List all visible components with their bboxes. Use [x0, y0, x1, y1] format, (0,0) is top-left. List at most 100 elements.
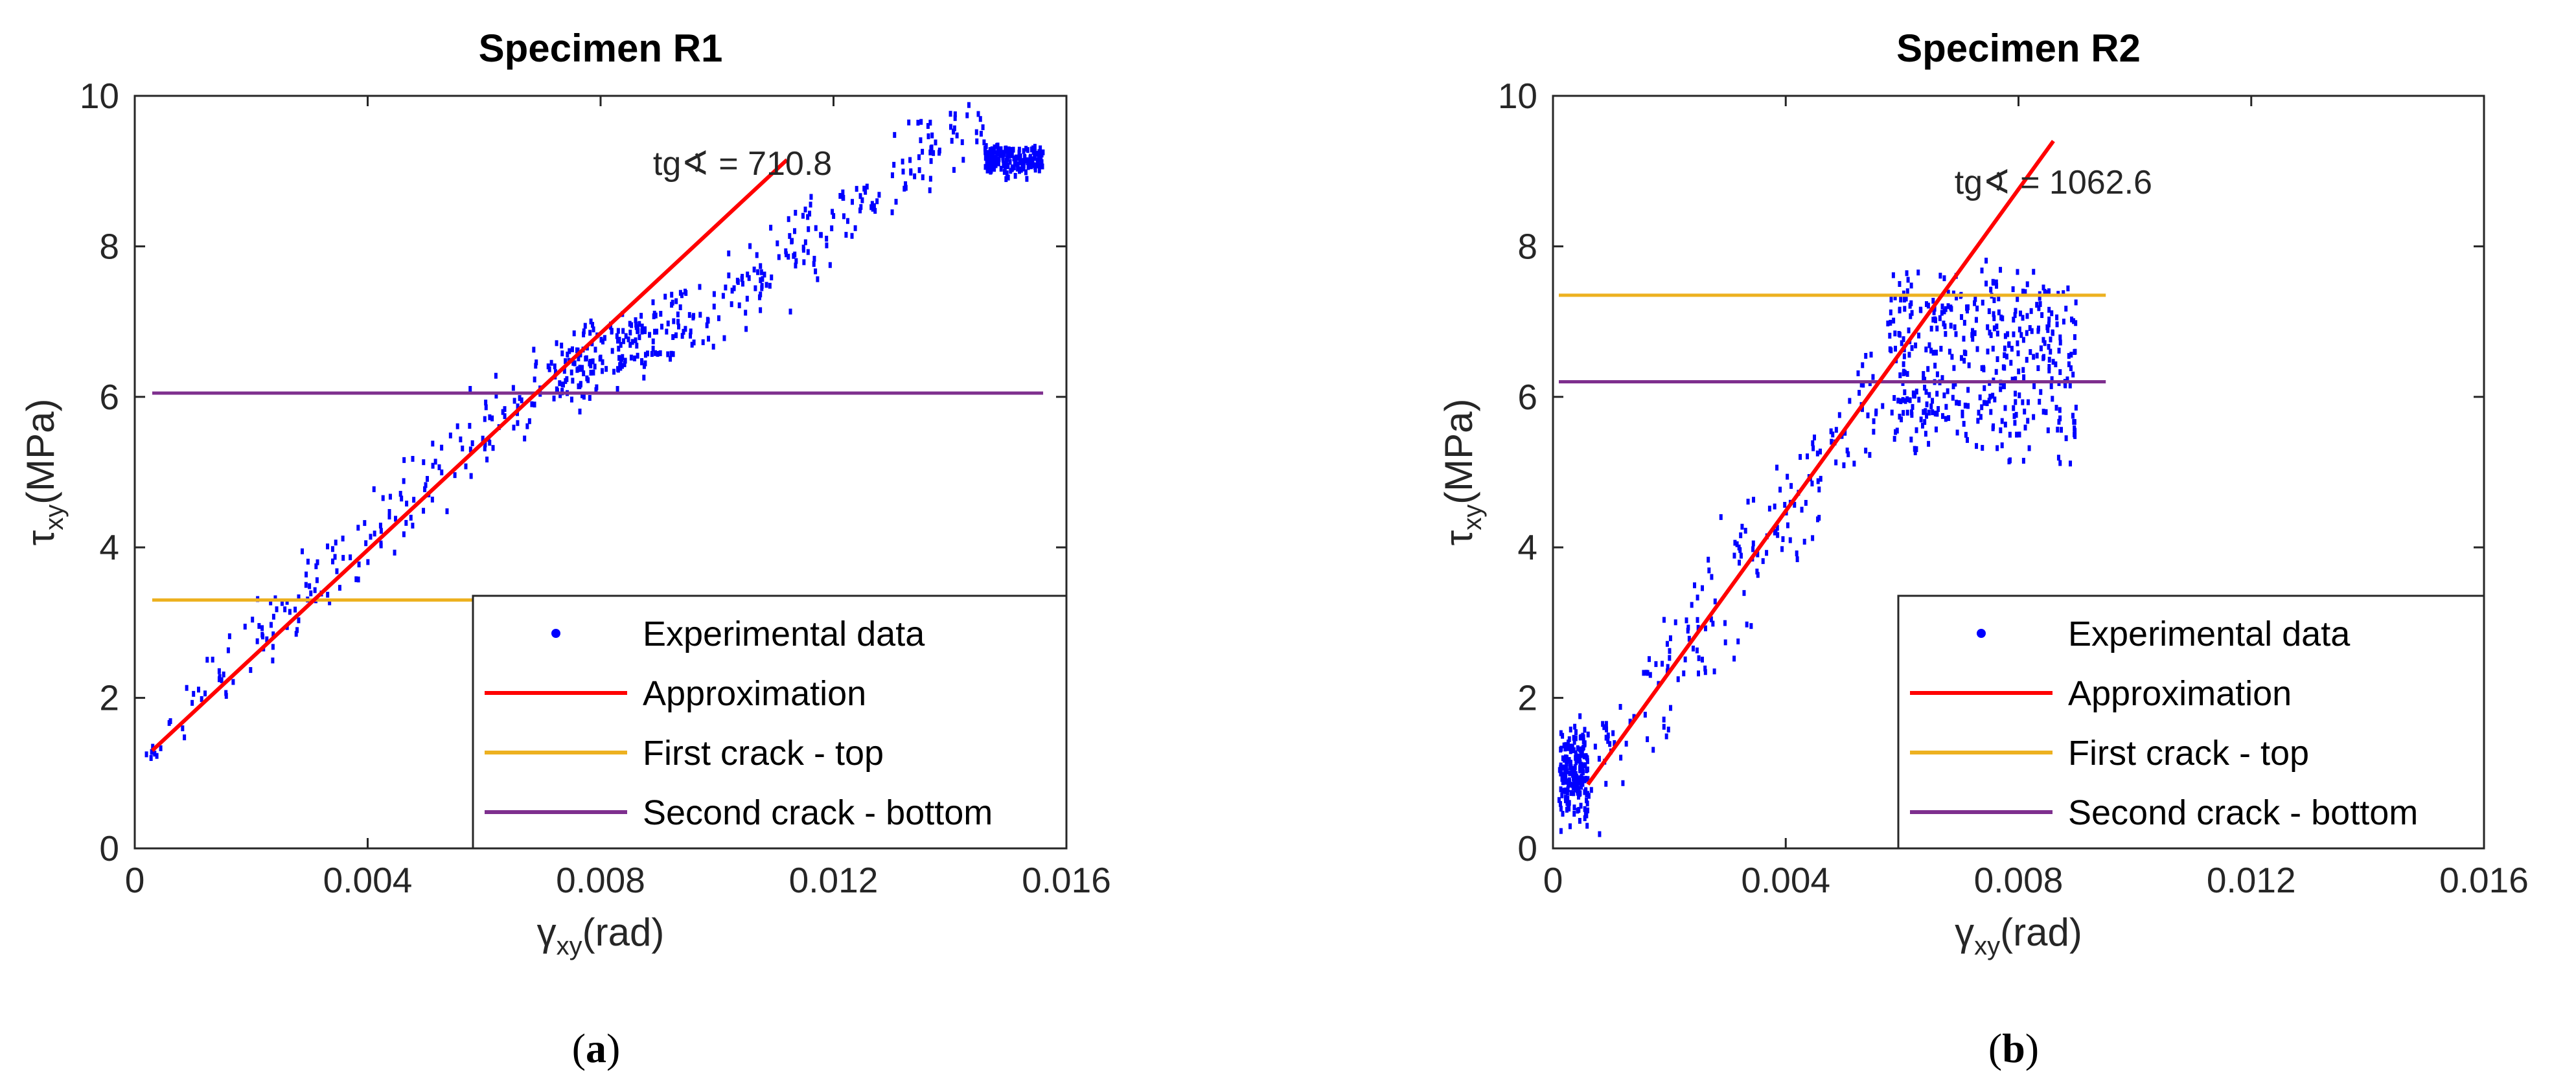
- experimental-data-point: [144, 751, 148, 758]
- experimental-data-point: [1999, 386, 2003, 392]
- experimental-data-point: [349, 554, 352, 561]
- experimental-data-point: [1025, 176, 1029, 182]
- experimental-data-point: [1568, 764, 1572, 771]
- experimental-data-point: [1949, 306, 1953, 312]
- experimental-data-point: [583, 323, 587, 329]
- experimental-data-point: [535, 359, 538, 366]
- experimental-data-point: [759, 269, 763, 275]
- experimental-data-point: [1013, 173, 1017, 179]
- experimental-data-point: [908, 157, 912, 163]
- experimental-data-point: [1935, 411, 1939, 417]
- experimental-data-point: [1749, 623, 1753, 629]
- experimental-data-point: [589, 318, 593, 324]
- experimental-data-point: [2003, 345, 2007, 352]
- experimental-data-point: [996, 148, 1000, 155]
- experimental-data-point: [1014, 159, 1018, 166]
- experimental-data-point: [394, 516, 398, 522]
- experimental-data-point: [1005, 170, 1009, 177]
- experimental-data-point: [828, 262, 832, 268]
- experimental-data-point: [568, 348, 571, 354]
- experimental-data-point: [1902, 297, 1906, 303]
- experimental-data-point: [483, 416, 487, 422]
- experimental-data-point: [730, 288, 734, 294]
- experimental-data-point: [1994, 279, 1998, 286]
- experimental-data-point: [1971, 335, 1975, 342]
- experimental-data-point: [806, 214, 810, 220]
- experimental-data-point: [1902, 361, 1905, 367]
- experimental-data-point: [1695, 647, 1699, 653]
- experimental-data-point: [1606, 732, 1610, 739]
- experimental-data-point: [2013, 420, 2017, 426]
- experimental-data-point: [1619, 754, 1623, 761]
- experimental-data-point: [638, 321, 641, 327]
- experimental-data-point: [2073, 431, 2076, 438]
- experimental-data-point: [1024, 169, 1028, 176]
- experimental-data-point: [328, 599, 332, 606]
- experimental-data-point: [624, 333, 628, 339]
- experimental-data-point: [1696, 624, 1700, 631]
- experimental-data-point: [1834, 427, 1838, 433]
- experimental-data-point: [1915, 446, 1918, 453]
- experimental-data-point: [601, 359, 604, 365]
- experimental-data-point: [1686, 624, 1690, 631]
- experimental-data-point: [1898, 413, 1902, 420]
- x-tick-label: 0.008: [1974, 860, 2064, 900]
- experimental-data-point: [1973, 300, 1977, 306]
- experimental-data-point: [692, 313, 696, 319]
- experimental-data-point: [227, 633, 231, 639]
- experimental-data-point: [2069, 460, 2073, 467]
- experimental-data-point: [1566, 802, 1570, 809]
- experimental-data-point: [684, 326, 687, 332]
- experimental-data-point: [1644, 670, 1648, 676]
- experimental-data-point: [859, 204, 863, 210]
- experimental-data-point: [831, 209, 834, 215]
- experimental-data-point: [2058, 407, 2062, 413]
- experimental-data-point: [746, 271, 750, 278]
- experimental-data-point: [265, 636, 269, 642]
- experimental-data-point: [674, 332, 678, 339]
- experimental-data-point: [2008, 431, 2012, 438]
- experimental-data-point: [1662, 716, 1666, 723]
- experimental-data-point: [1668, 635, 1672, 642]
- experimental-data-point: [794, 210, 798, 216]
- experimental-data-point: [2047, 344, 2051, 350]
- experimental-data-point: [1975, 346, 1979, 352]
- experimental-data-point: [1911, 403, 1915, 410]
- experimental-data-point: [660, 323, 663, 330]
- experimental-data-point: [1910, 310, 1914, 316]
- experimental-data-point: [893, 131, 897, 138]
- experimental-data-point: [1925, 301, 1929, 308]
- experimental-data-point: [1572, 790, 1576, 797]
- experimental-data-point: [1583, 762, 1587, 769]
- experimental-data-point: [1732, 552, 1736, 559]
- experimental-data-point: [921, 174, 925, 181]
- experimental-data-point: [1583, 811, 1587, 818]
- experimental-data-point: [398, 490, 402, 497]
- experimental-data-point: [1995, 356, 1999, 363]
- experimental-data-point: [640, 358, 644, 365]
- chart-title: Specimen R2: [1896, 27, 2141, 70]
- experimental-data-point: [1983, 385, 1986, 391]
- experimental-data-point: [2060, 427, 2064, 433]
- experimental-data-point: [379, 542, 383, 549]
- experimental-data-point: [1953, 324, 1957, 330]
- experimental-data-point: [1651, 747, 1655, 753]
- experimental-data-point: [1642, 670, 1646, 676]
- experimental-data-point: [919, 137, 923, 144]
- experimental-data-point: [2012, 413, 2016, 419]
- experimental-data-point: [1924, 389, 1928, 395]
- experimental-data-point: [1604, 780, 1608, 787]
- experimental-data-point: [2056, 426, 2060, 433]
- experimental-data-point: [763, 271, 766, 278]
- experimental-data-point: [1040, 150, 1044, 156]
- experimental-data-point: [1559, 730, 1563, 736]
- experimental-data-point: [379, 528, 383, 534]
- experimental-data-point: [1872, 418, 1876, 424]
- experimental-data-point: [1593, 743, 1597, 750]
- experimental-data-point: [1566, 745, 1570, 751]
- experimental-data-point: [1774, 528, 1778, 535]
- experimental-data-point: [494, 372, 498, 379]
- experimental-data-point: [243, 624, 247, 630]
- experimental-data-point: [1940, 303, 1944, 310]
- experimental-data-point: [806, 249, 810, 255]
